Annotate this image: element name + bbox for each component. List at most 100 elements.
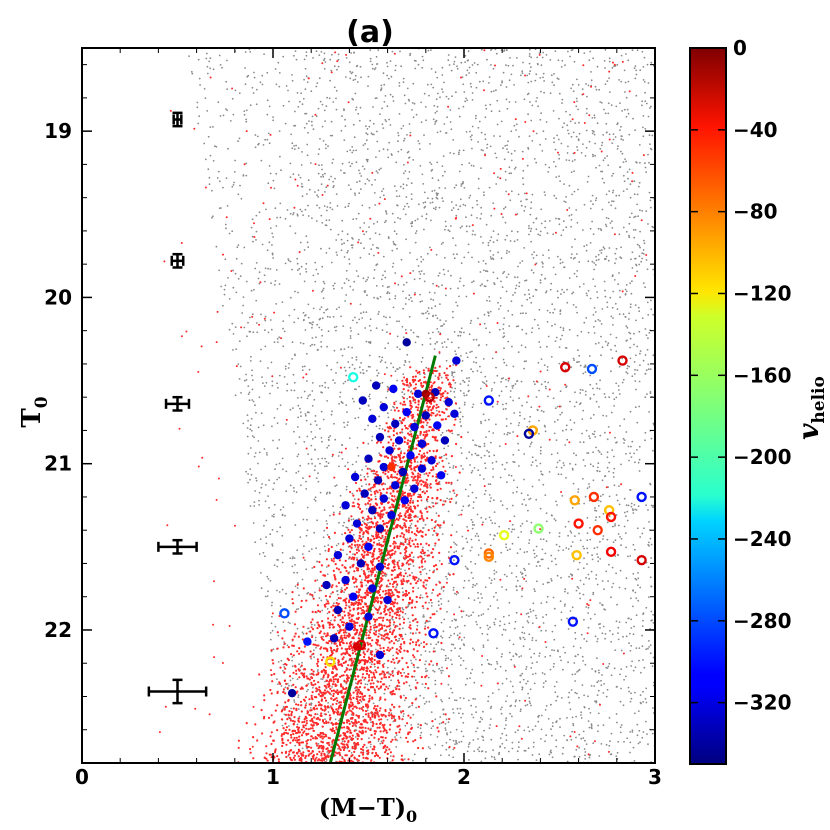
- field-star: [499, 746, 501, 748]
- field-star: [507, 310, 510, 312]
- field-star: [471, 92, 474, 94]
- field-star: [475, 444, 478, 447]
- field-star: [490, 497, 492, 499]
- field-star: [307, 591, 310, 594]
- field-star: [389, 627, 392, 630]
- field-star: [650, 61, 653, 64]
- field-star: [286, 644, 289, 647]
- field-star: [293, 381, 296, 384]
- field-star: [403, 163, 405, 166]
- field-star: [601, 580, 604, 582]
- field-star: [344, 125, 347, 127]
- field-star: [376, 140, 379, 143]
- field-star: [352, 319, 354, 322]
- field-star: [426, 310, 429, 313]
- field-star: [207, 135, 210, 138]
- field-star: [527, 92, 530, 95]
- field-star: [641, 736, 644, 739]
- field-star: [325, 186, 328, 189]
- field-star: [475, 356, 477, 359]
- field-star: [423, 191, 426, 194]
- field-star: [294, 290, 296, 293]
- field-star: [525, 668, 527, 670]
- field-star: [596, 469, 598, 472]
- field-star: [302, 97, 305, 100]
- field-star: [333, 185, 335, 187]
- field-star: [373, 133, 375, 136]
- field-star: [368, 395, 370, 398]
- field-star: [445, 575, 447, 578]
- field-star: [483, 445, 486, 447]
- field-star: [419, 293, 421, 296]
- field-star: [616, 685, 618, 688]
- field-star: [248, 399, 251, 402]
- field-star: [349, 77, 352, 80]
- field-star: [305, 270, 308, 273]
- field-star: [484, 462, 486, 465]
- field-star: [599, 101, 602, 103]
- field-star: [334, 485, 336, 487]
- field-star: [579, 364, 582, 367]
- field-star: [237, 193, 240, 196]
- field-star: [570, 218, 573, 221]
- field-star: [447, 59, 450, 62]
- field-star: [430, 298, 432, 300]
- field-star: [528, 72, 531, 75]
- field-star: [627, 504, 630, 507]
- field-star: [555, 739, 558, 742]
- field-star: [453, 371, 456, 374]
- field-star: [582, 660, 584, 662]
- field-star: [447, 54, 450, 56]
- field-star: [555, 500, 557, 503]
- field-star: [272, 119, 274, 122]
- field-star: [649, 392, 652, 394]
- field-star: [549, 92, 552, 95]
- field-star: [245, 118, 248, 121]
- field-star: [239, 275, 242, 278]
- field-star: [452, 586, 455, 589]
- field-star: [585, 107, 588, 110]
- field-star: [595, 700, 598, 703]
- field-star: [375, 648, 377, 651]
- field-star: [432, 207, 435, 210]
- field-star: [644, 328, 647, 330]
- field-star: [592, 591, 595, 594]
- field-star: [366, 683, 369, 686]
- field-star: [637, 599, 640, 602]
- field-star: [349, 327, 352, 329]
- field-star: [521, 595, 523, 598]
- field-star: [519, 262, 521, 264]
- field-star: [259, 360, 262, 363]
- field-star: [515, 576, 518, 578]
- field-star: [506, 481, 508, 483]
- field-star: [332, 101, 335, 103]
- field-star: [235, 348, 238, 350]
- field-star: [527, 692, 529, 695]
- field-star: [368, 179, 370, 182]
- field-star: [410, 329, 412, 331]
- field-star: [241, 312, 244, 314]
- field-star: [511, 345, 513, 348]
- field-star: [387, 416, 390, 419]
- field-star: [471, 546, 473, 549]
- field-star: [414, 232, 417, 235]
- field-star: [629, 649, 632, 652]
- field-star: [483, 442, 486, 445]
- field-star: [448, 562, 451, 565]
- field-star: [583, 694, 585, 697]
- field-star: [432, 299, 435, 301]
- field-star: [582, 372, 585, 375]
- field-star: [398, 113, 401, 115]
- field-star: [597, 462, 600, 465]
- field-star: [260, 486, 263, 489]
- field-star: [497, 607, 499, 609]
- field-star: [453, 559, 455, 561]
- field-star: [508, 601, 511, 604]
- field-star: [264, 315, 267, 318]
- field-star: [319, 427, 321, 430]
- field-star: [433, 647, 435, 649]
- field-star: [331, 162, 334, 164]
- field-star: [424, 568, 426, 570]
- field-star: [291, 341, 294, 344]
- field-star: [613, 405, 615, 407]
